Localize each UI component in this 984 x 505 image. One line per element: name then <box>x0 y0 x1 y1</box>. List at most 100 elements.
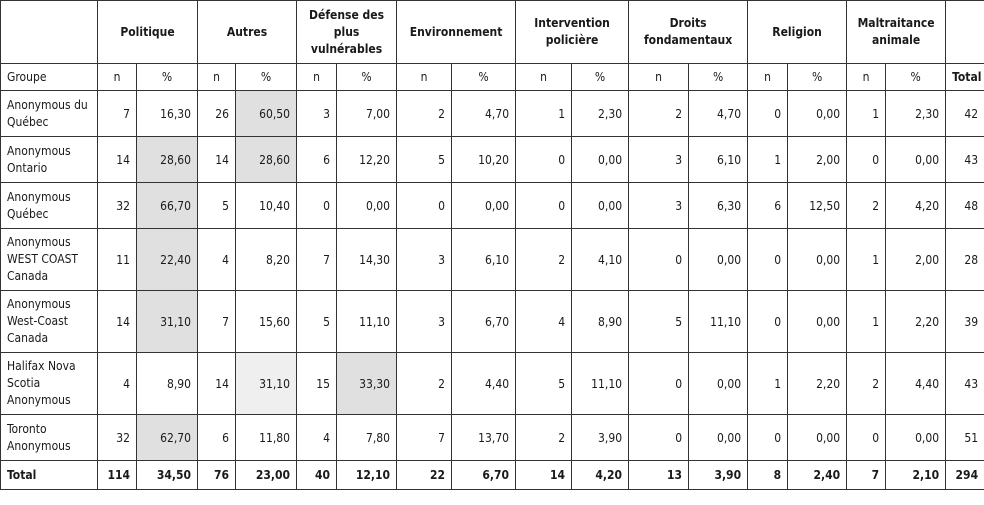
percent-cell: 3,90 <box>571 414 630 461</box>
count-cell: 0 <box>628 352 690 415</box>
percent-column-header: % <box>571 63 630 91</box>
row-total-cell: 51 <box>945 414 984 461</box>
percent-cell: 16,30 <box>135 90 199 137</box>
count-cell: 5 <box>396 136 453 183</box>
percent-cell: 2,20 <box>787 352 848 415</box>
percent-cell: 11,80 <box>235 414 298 461</box>
count-cell: 0 <box>515 182 573 229</box>
count-cell: 11 <box>97 228 137 291</box>
table-row: Anonymous du Québec 7 16,30 26 60,50 3 7,00 2 4,… <box>0 90 984 137</box>
category-header: Droits fondamentaux <box>628 0 749 64</box>
count-cell: 14 <box>97 290 137 353</box>
count-cell: 2 <box>515 414 573 461</box>
total-percent-cell: 23,00 <box>235 460 298 490</box>
count-cell: 2 <box>396 352 453 415</box>
count-cell: 1 <box>747 352 789 415</box>
percent-cell: 6,70 <box>451 290 517 353</box>
percent-cell: 0,00 <box>336 182 398 229</box>
n-column-header: n <box>197 63 237 91</box>
category-header: Politique <box>96 0 199 64</box>
total-count-cell: 40 <box>296 460 338 490</box>
total-count-cell: 13 <box>628 460 690 490</box>
percent-cell: 4,70 <box>688 90 749 137</box>
count-cell: 3 <box>628 136 690 183</box>
percent-cell: 11,10 <box>571 352 630 415</box>
total-count-cell: 76 <box>197 460 237 490</box>
count-cell: 2 <box>628 90 690 137</box>
count-cell: 2 <box>846 352 887 415</box>
total-percent-cell: 34,50 <box>135 460 199 490</box>
count-cell: 15 <box>296 352 338 415</box>
category-header: Maltraitance animale <box>846 0 947 64</box>
grand-total-cell: 294 <box>945 460 984 490</box>
count-cell: 6 <box>747 182 789 229</box>
count-cell: 4 <box>296 414 338 461</box>
table-row: Anonymous Québec 32 66,70 5 10,40 0 0,00 0 0,00 0… <box>0 182 984 229</box>
count-cell: 0 <box>296 182 338 229</box>
n-column-header: n <box>97 63 137 91</box>
count-cell: 5 <box>197 182 237 229</box>
percent-cell: 0,00 <box>787 90 848 137</box>
count-cell: 4 <box>197 228 237 291</box>
count-cell: 6 <box>296 136 338 183</box>
count-cell: 26 <box>197 90 237 137</box>
count-cell: 1 <box>515 90 573 137</box>
category-header-row: Politique Autres Défense des plus vulnér… <box>0 0 984 64</box>
percent-cell: 0,00 <box>451 182 517 229</box>
count-cell: 14 <box>197 136 237 183</box>
percent-cell: 4,70 <box>451 90 517 137</box>
count-cell: 0 <box>747 414 789 461</box>
percent-cell: 0,00 <box>571 182 630 229</box>
n-column-header: n <box>296 63 338 91</box>
category-header: Religion <box>747 0 848 64</box>
percent-cell: 8,90 <box>571 290 630 353</box>
percent-cell: 4,10 <box>571 228 630 291</box>
row-total-cell: 43 <box>945 136 984 183</box>
percent-column-header: % <box>885 63 947 91</box>
count-cell: 7 <box>396 414 453 461</box>
count-cell: 1 <box>846 228 887 291</box>
data-table: Politique Autres Défense des plus vulnér… <box>0 0 984 490</box>
percent-cell: 0,00 <box>787 228 848 291</box>
n-column-header: n <box>515 63 573 91</box>
percent-cell: 7,80 <box>336 414 398 461</box>
count-cell: 1 <box>846 290 887 353</box>
count-cell: 0 <box>747 90 789 137</box>
total-count-cell: 7 <box>846 460 887 490</box>
percent-cell: 28,60 <box>135 136 199 183</box>
group-name-cell: Anonymous West-Coast Canada <box>0 290 98 353</box>
group-name-cell: Halifax Nova Scotia Anonymous <box>0 352 98 415</box>
table-row: Toronto Anonymous 32 62,70 6 11,80 4 7,80 7 13,7… <box>0 414 984 461</box>
percent-column-header: % <box>235 63 298 91</box>
percent-cell: 6,10 <box>688 136 749 183</box>
row-total-cell: 28 <box>945 228 984 291</box>
percent-cell: 0,00 <box>688 352 749 415</box>
percent-cell: 8,20 <box>235 228 298 291</box>
n-column-header: n <box>396 63 453 91</box>
count-cell: 0 <box>846 136 887 183</box>
count-cell: 5 <box>628 290 690 353</box>
percent-cell: 7,00 <box>336 90 398 137</box>
count-cell: 2 <box>396 90 453 137</box>
percent-cell: 28,60 <box>235 136 298 183</box>
table-row: Anonymous WEST COAST Canada 11 22,40 4 8,20 7… <box>0 228 984 291</box>
percent-cell: 12,20 <box>336 136 398 183</box>
count-cell: 7 <box>197 290 237 353</box>
percent-cell: 10,20 <box>451 136 517 183</box>
total-count-cell: 8 <box>747 460 789 490</box>
n-column-header: n <box>747 63 789 91</box>
count-cell: 3 <box>396 228 453 291</box>
count-cell: 0 <box>747 290 789 353</box>
header-blank-cell <box>0 0 98 64</box>
percent-cell: 4,40 <box>885 352 947 415</box>
count-cell: 3 <box>396 290 453 353</box>
percent-cell: 2,00 <box>787 136 848 183</box>
percent-cell: 0,00 <box>885 136 947 183</box>
percent-cell: 11,10 <box>688 290 749 353</box>
count-cell: 5 <box>296 290 338 353</box>
percent-cell: 2,30 <box>571 90 630 137</box>
percent-cell: 11,10 <box>336 290 398 353</box>
percent-cell: 13,70 <box>451 414 517 461</box>
count-cell: 3 <box>296 90 338 137</box>
percent-column-header: % <box>336 63 398 91</box>
